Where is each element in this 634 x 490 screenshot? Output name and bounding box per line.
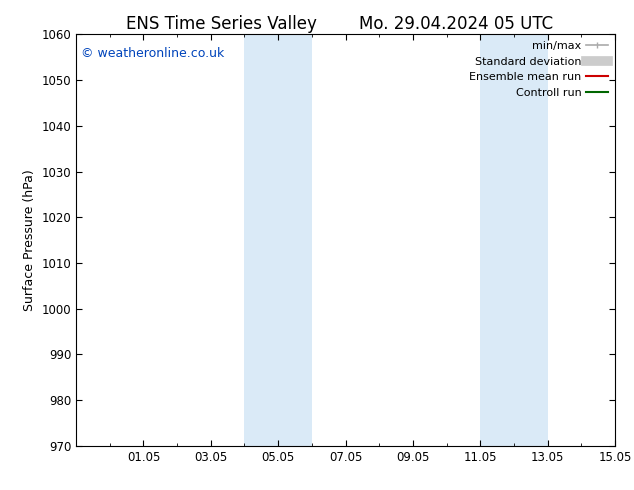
Text: ENS Time Series Valley: ENS Time Series Valley	[126, 15, 318, 33]
Bar	[245, 34, 312, 446]
Legend: min/max, Standard deviation, Ensemble mean run, Controll run: min/max, Standard deviation, Ensemble me…	[465, 37, 612, 102]
Bar	[480, 34, 548, 446]
Y-axis label: Surface Pressure (hPa): Surface Pressure (hPa)	[23, 169, 36, 311]
Text: © weatheronline.co.uk: © weatheronline.co.uk	[81, 47, 224, 60]
Text: Mo. 29.04.2024 05 UTC: Mo. 29.04.2024 05 UTC	[359, 15, 553, 33]
